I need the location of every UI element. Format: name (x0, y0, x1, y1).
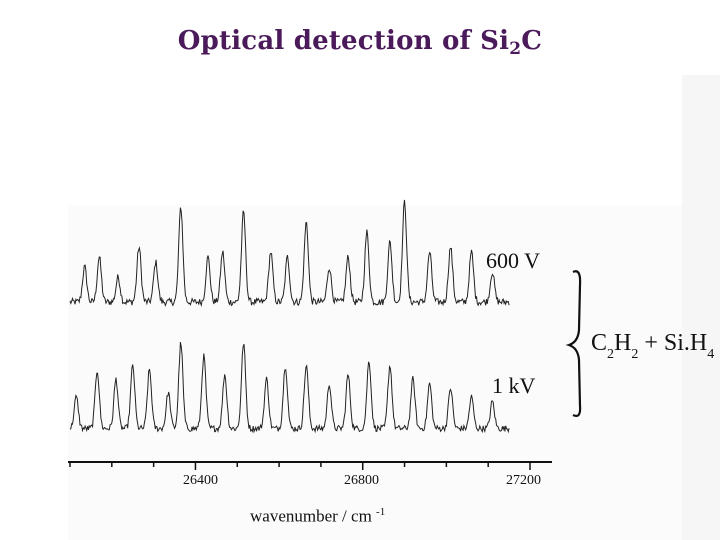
tick-label-26400: 26400 (183, 473, 218, 488)
curly-brace (565, 270, 582, 418)
tick-label-27200: 27200 (506, 473, 541, 488)
series-line-1kv (69, 342, 510, 434)
species-annotation: C2H2 + Si.H4 (591, 330, 715, 362)
series-label-600v: 600 V (486, 248, 540, 273)
slide-title: Optical detection of Si2C (177, 26, 543, 59)
series-line-600v (69, 199, 510, 308)
tick-label-26800: 26800 (344, 473, 379, 488)
series-label-1kv: 1 kV (492, 373, 536, 398)
x-axis-title: wavenumber / cm -1 (250, 506, 386, 526)
x-ticks (69, 462, 531, 470)
traces (69, 199, 510, 434)
figure-backdrop (682, 75, 720, 540)
